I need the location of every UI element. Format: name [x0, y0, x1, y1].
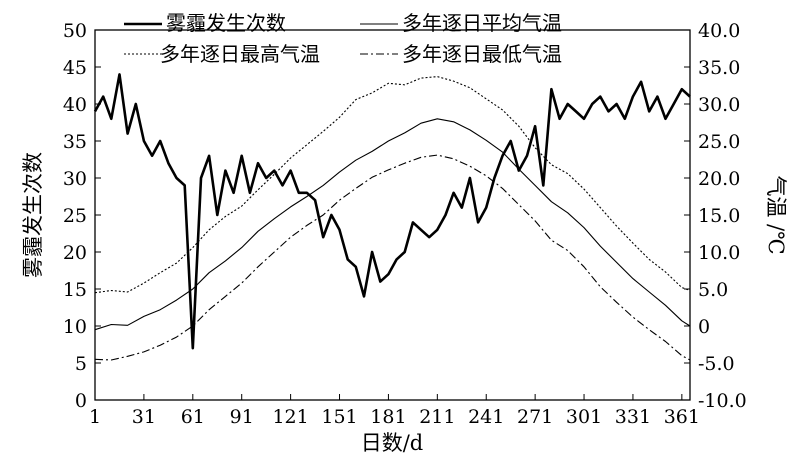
legend-label-min-temp: 多年逐日最低气温 [402, 42, 562, 66]
plot-frame [94, 29, 691, 401]
haze-count-line [93, 73, 691, 350]
y-right-axis-title: 气温 /℃ [764, 175, 788, 254]
y-right-tick-label: 0 [698, 316, 710, 338]
y-left-tick-label: 50 [63, 20, 87, 42]
x-tick-label: 181 [370, 406, 406, 428]
x-tick-label: 151 [321, 406, 357, 428]
y-left-tick-label: 0 [75, 390, 87, 412]
legend: 雾霾发生次数 多年逐日平均气温 多年逐日最高气温 多年逐日最低气温 [124, 11, 562, 66]
y-right-tick-label: 25.0 [698, 131, 740, 153]
y-left-axis-title: 雾霾发生次数 [21, 152, 45, 278]
y-left-tick-label: 35 [63, 131, 87, 153]
y-left-tick-label: 10 [63, 316, 87, 338]
x-tick-label: 91 [230, 406, 254, 428]
y-left-tick-label: 40 [63, 94, 87, 116]
y-right-tick-label: -10.0 [698, 390, 747, 412]
x-tick-label: 241 [468, 406, 504, 428]
x-tick-label: 331 [615, 406, 651, 428]
x-tick-label: 271 [517, 406, 553, 428]
y-right-tick-label: -5.0 [698, 353, 735, 375]
x-tick-label: 31 [132, 406, 156, 428]
y-right-tick-label: 35.0 [698, 57, 740, 79]
x-tick-label: 361 [664, 406, 700, 428]
y-left-tick-label: 5 [75, 353, 87, 375]
x-tick-label: 121 [272, 406, 308, 428]
ticks-layer: 1 31 61 91 121 151 181 211 241 271 301 331 361 0 5 10 15… [63, 20, 747, 428]
x-tick-label: 301 [566, 406, 602, 428]
legend-label-avg-temp: 多年逐日平均气温 [402, 11, 562, 35]
y-right-tick-label: 30.0 [698, 94, 740, 116]
plot-lines [93, 73, 691, 361]
y-right-tick-label: 20.0 [698, 168, 740, 190]
max-temp-line [94, 76, 691, 294]
legend-label-haze-count: 雾霾发生次数 [166, 11, 286, 35]
y-left-tick-label: 25 [63, 205, 87, 227]
avg-temp-line [94, 118, 691, 331]
y-right-tick-label: 10.0 [698, 242, 740, 264]
y-left-tick-label: 15 [63, 279, 87, 301]
x-tick-label: 61 [181, 406, 205, 428]
y-left-tick-label: 20 [63, 242, 87, 264]
x-tick-label: 211 [419, 406, 455, 428]
x-axis-title: 日数/d [361, 431, 424, 455]
y-left-tick-label: 45 [63, 57, 87, 79]
legend-label-max-temp: 多年逐日最高气温 [160, 42, 320, 66]
y-right-tick-label: 15.0 [698, 205, 740, 227]
y-left-tick-label: 30 [63, 168, 87, 190]
x-tick-label: 1 [89, 406, 101, 428]
y-right-tick-label: 40.0 [698, 20, 740, 42]
y-right-tick-label: 5.0 [698, 279, 728, 301]
